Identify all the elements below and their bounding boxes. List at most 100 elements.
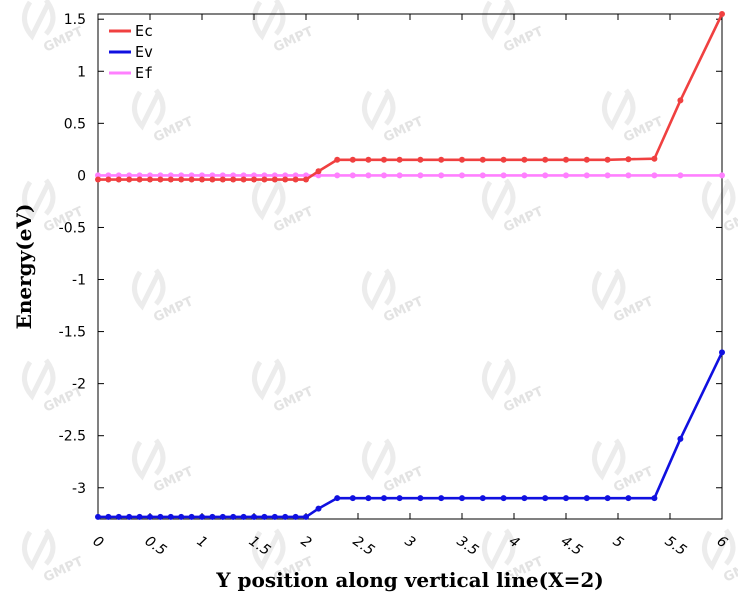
- watermark-logo-icon: [22, 0, 56, 41]
- data-point: [188, 513, 195, 520]
- data-point: [381, 172, 387, 179]
- data-point: [147, 172, 153, 179]
- data-point: [199, 172, 205, 179]
- data-point: [178, 513, 185, 520]
- legend-label: Ec: [135, 22, 153, 40]
- data-point: [417, 495, 424, 502]
- watermark-logo-icon: [592, 268, 626, 311]
- data-point: [542, 495, 549, 502]
- data-point: [334, 495, 341, 502]
- data-point: [209, 172, 216, 179]
- x-tick-label: 6: [714, 533, 731, 551]
- watermark: GMPT: [252, 178, 316, 236]
- data-point: [271, 172, 278, 179]
- data-point: [261, 172, 268, 179]
- data-point: [563, 156, 569, 163]
- data-point: [719, 349, 725, 356]
- data-point: [677, 172, 684, 179]
- watermark: GMPT: [482, 0, 546, 56]
- data-point: [349, 495, 356, 502]
- series-ef: [95, 172, 725, 179]
- data-point: [178, 176, 185, 183]
- watermark: GMPT: [482, 178, 546, 236]
- data-point: [604, 495, 611, 502]
- y-tick-label: -2.5: [59, 429, 86, 445]
- x-tick-label: 5.5: [662, 533, 689, 559]
- y-tick-label: -1.5: [59, 325, 86, 341]
- data-point: [199, 513, 205, 520]
- x-tick-label: 3.5: [454, 533, 481, 559]
- data-point: [500, 172, 507, 179]
- data-point: [115, 172, 122, 179]
- data-point: [583, 495, 590, 502]
- data-point: [282, 172, 289, 179]
- data-point: [459, 156, 465, 163]
- data-point: [719, 172, 725, 179]
- data-point: [438, 495, 445, 502]
- data-point: [381, 495, 387, 502]
- data-point: [126, 172, 133, 179]
- watermark-logo-icon: [362, 438, 396, 481]
- watermark-logo-icon: [702, 528, 736, 571]
- y-axis-title: Energy(eV): [12, 204, 36, 330]
- watermark: GMPT: [362, 268, 426, 326]
- watermark-logo-icon: [252, 0, 286, 41]
- data-point: [115, 176, 122, 183]
- data-point: [219, 513, 226, 520]
- watermark-logo-icon: [22, 528, 56, 571]
- data-point: [282, 176, 289, 183]
- data-point: [459, 172, 465, 179]
- data-point: [396, 172, 403, 179]
- watermark: GMPT: [132, 88, 196, 146]
- watermark-logo-icon: [362, 88, 396, 131]
- data-point: [315, 505, 322, 512]
- series-ec: [95, 11, 725, 183]
- y-tick-label: -1: [72, 273, 86, 289]
- data-point: [240, 172, 247, 179]
- data-point: [459, 495, 465, 502]
- data-point: [95, 172, 101, 179]
- data-point: [105, 513, 112, 520]
- data-point: [251, 176, 257, 183]
- data-point: [542, 172, 549, 179]
- y-tick-label: 0.5: [64, 116, 86, 132]
- data-point: [136, 176, 143, 183]
- data-point: [365, 156, 372, 163]
- watermark-logo-icon: [252, 528, 286, 571]
- data-point: [240, 513, 247, 520]
- watermark-logo-icon: [482, 358, 516, 401]
- data-point: [230, 513, 237, 520]
- data-point: [334, 156, 341, 163]
- data-point: [126, 513, 133, 520]
- data-point: [677, 97, 684, 104]
- x-tick-label: 5: [610, 533, 627, 551]
- watermark: GMPT: [592, 438, 656, 496]
- data-point: [209, 513, 216, 520]
- watermark: GMPT: [252, 0, 316, 56]
- data-point: [95, 176, 101, 183]
- x-tick-label: 2: [298, 533, 315, 551]
- series-ev: [95, 349, 725, 520]
- data-point: [136, 513, 143, 520]
- y-tick-label: -0.5: [59, 220, 86, 236]
- watermark: GMPT: [132, 438, 196, 496]
- data-point: [365, 172, 372, 179]
- data-point: [292, 513, 299, 520]
- data-point: [542, 156, 549, 163]
- x-tick-label: 3: [402, 533, 418, 551]
- data-point: [604, 172, 611, 179]
- y-tick-label: 1.5: [64, 12, 86, 28]
- x-tick-label: 0: [90, 533, 107, 551]
- data-point: [521, 156, 528, 163]
- data-point: [230, 176, 237, 183]
- data-point: [303, 513, 309, 520]
- data-point: [677, 435, 684, 442]
- x-tick-label: 4.5: [558, 533, 585, 559]
- data-point: [167, 513, 174, 520]
- legend: Ec Ev Ef: [109, 22, 153, 82]
- watermark: GMPT: [592, 268, 656, 326]
- data-point: [303, 176, 309, 183]
- data-point: [230, 172, 237, 179]
- watermark-logo-icon: [362, 268, 396, 311]
